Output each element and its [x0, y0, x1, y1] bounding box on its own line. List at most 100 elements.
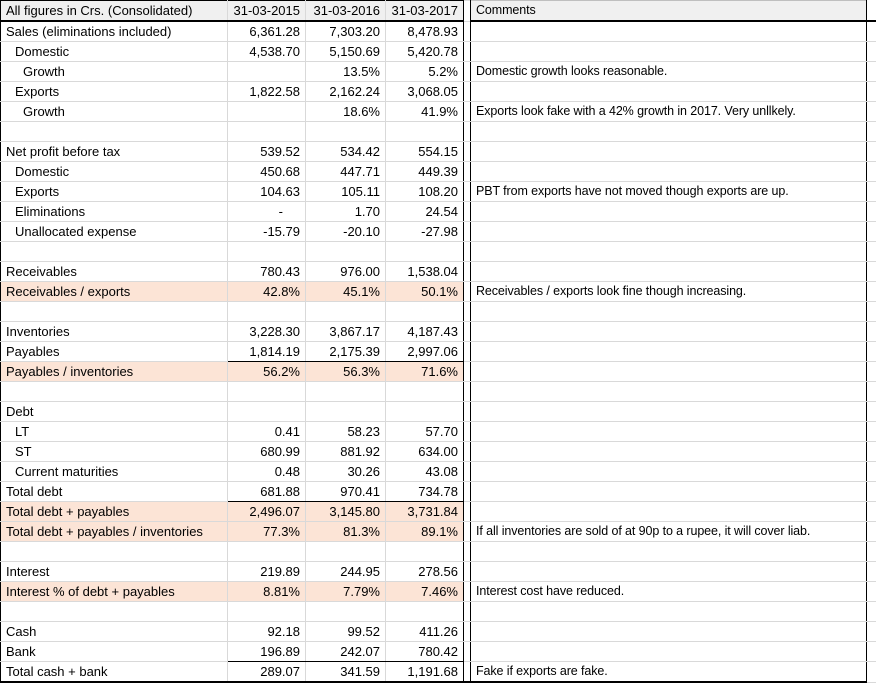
- value-2017-cell[interactable]: -27.98: [386, 222, 464, 242]
- value-2017-cell[interactable]: 780.42: [386, 642, 464, 662]
- row-label-cell[interactable]: Exports: [1, 182, 228, 202]
- row-label-cell[interactable]: Inventories: [1, 322, 228, 342]
- value-2015-cell[interactable]: 6,361.28: [228, 21, 306, 42]
- value-2016-cell[interactable]: 105.11: [306, 182, 386, 202]
- value-2017-cell[interactable]: 3,731.84: [386, 502, 464, 522]
- comment-cell[interactable]: [471, 42, 867, 62]
- comment-cell[interactable]: [471, 302, 867, 322]
- value-2015-cell[interactable]: 196.89: [228, 642, 306, 662]
- value-2015-cell[interactable]: 1,822.58: [228, 82, 306, 102]
- row-label-cell[interactable]: Unallocated expense: [1, 222, 228, 242]
- row-label-cell[interactable]: Total cash + bank: [1, 662, 228, 683]
- comment-cell[interactable]: [471, 482, 867, 502]
- value-2017-cell[interactable]: 71.6%: [386, 362, 464, 382]
- comment-cell[interactable]: [471, 402, 867, 422]
- value-2015-cell[interactable]: -: [228, 202, 306, 222]
- value-2015-cell[interactable]: 2,496.07: [228, 502, 306, 522]
- value-2016-cell[interactable]: 341.59: [306, 662, 386, 683]
- comment-cell[interactable]: Interest cost have reduced.: [471, 582, 867, 602]
- value-2016-cell[interactable]: 30.26: [306, 462, 386, 482]
- row-label-cell[interactable]: Interest % of debt + payables: [1, 582, 228, 602]
- value-2015-cell[interactable]: 0.48: [228, 462, 306, 482]
- row-label-cell[interactable]: Total debt: [1, 482, 228, 502]
- row-label-cell[interactable]: Debt: [1, 402, 228, 422]
- value-2016-cell[interactable]: 534.42: [306, 142, 386, 162]
- value-2016-cell[interactable]: 81.3%: [306, 522, 386, 542]
- value-2016-cell[interactable]: 242.07: [306, 642, 386, 662]
- row-label-cell[interactable]: Growth: [1, 102, 228, 122]
- comment-cell[interactable]: If all inventories are sold of at 90p to…: [471, 522, 867, 542]
- comment-cell[interactable]: Exports look fake with a 42% growth in 2…: [471, 102, 867, 122]
- value-2017-cell[interactable]: 5.2%: [386, 62, 464, 82]
- value-2016-cell[interactable]: [306, 602, 386, 622]
- comment-cell[interactable]: [471, 202, 867, 222]
- value-2016-cell[interactable]: 2,175.39: [306, 342, 386, 362]
- value-2015-cell[interactable]: 289.07: [228, 662, 306, 683]
- value-2017-cell[interactable]: 50.1%: [386, 282, 464, 302]
- row-label-cell[interactable]: Net profit before tax: [1, 142, 228, 162]
- comment-cell[interactable]: Domestic growth looks reasonable.: [471, 62, 867, 82]
- value-2016-cell[interactable]: 99.52: [306, 622, 386, 642]
- value-2017-cell[interactable]: 3,068.05: [386, 82, 464, 102]
- value-2017-cell[interactable]: 7.46%: [386, 582, 464, 602]
- value-2017-cell[interactable]: 43.08: [386, 462, 464, 482]
- value-2016-cell[interactable]: 18.6%: [306, 102, 386, 122]
- value-2015-cell[interactable]: [228, 242, 306, 262]
- comment-cell[interactable]: [471, 622, 867, 642]
- row-label-cell[interactable]: Cash: [1, 622, 228, 642]
- value-2017-cell[interactable]: 411.26: [386, 622, 464, 642]
- value-2015-cell[interactable]: 539.52: [228, 142, 306, 162]
- comment-cell[interactable]: [471, 342, 867, 362]
- comment-cell[interactable]: [471, 262, 867, 282]
- value-2015-cell[interactable]: [228, 302, 306, 322]
- value-2015-cell[interactable]: [228, 102, 306, 122]
- value-2015-cell[interactable]: 56.2%: [228, 362, 306, 382]
- comment-cell[interactable]: [471, 82, 867, 102]
- value-2017-cell[interactable]: 108.20: [386, 182, 464, 202]
- value-2017-cell[interactable]: 8,478.93: [386, 21, 464, 42]
- header-metric-column[interactable]: All figures in Crs. (Consolidated): [1, 1, 228, 22]
- value-2017-cell[interactable]: 5,420.78: [386, 42, 464, 62]
- row-label-cell[interactable]: Total debt + payables / inventories: [1, 522, 228, 542]
- comment-cell[interactable]: [471, 162, 867, 182]
- value-2016-cell[interactable]: -20.10: [306, 222, 386, 242]
- value-2017-cell[interactable]: [386, 542, 464, 562]
- comment-cell[interactable]: [471, 642, 867, 662]
- row-label-cell[interactable]: Eliminations: [1, 202, 228, 222]
- value-2015-cell[interactable]: [228, 602, 306, 622]
- row-label-cell[interactable]: Growth: [1, 62, 228, 82]
- value-2016-cell[interactable]: 970.41: [306, 482, 386, 502]
- value-2017-cell[interactable]: 449.39: [386, 162, 464, 182]
- comment-cell[interactable]: [471, 142, 867, 162]
- comment-cell[interactable]: [471, 222, 867, 242]
- value-2015-cell[interactable]: 8.81%: [228, 582, 306, 602]
- row-label-cell[interactable]: [1, 542, 228, 562]
- value-2016-cell[interactable]: 1.70: [306, 202, 386, 222]
- value-2017-cell[interactable]: [386, 382, 464, 402]
- value-2017-cell[interactable]: 89.1%: [386, 522, 464, 542]
- value-2016-cell[interactable]: 13.5%: [306, 62, 386, 82]
- value-2017-cell[interactable]: [386, 302, 464, 322]
- row-label-cell[interactable]: Receivables / exports: [1, 282, 228, 302]
- row-label-cell[interactable]: [1, 242, 228, 262]
- value-2017-cell[interactable]: 2,997.06: [386, 342, 464, 362]
- value-2017-cell[interactable]: 554.15: [386, 142, 464, 162]
- header-comments-column[interactable]: Comments: [471, 1, 867, 22]
- value-2015-cell[interactable]: 77.3%: [228, 522, 306, 542]
- value-2017-cell[interactable]: 1,538.04: [386, 262, 464, 282]
- value-2015-cell[interactable]: 104.63: [228, 182, 306, 202]
- header-date-2017[interactable]: 31-03-2017: [386, 1, 464, 22]
- value-2017-cell[interactable]: 1,191.68: [386, 662, 464, 683]
- value-2016-cell[interactable]: 3,145.80: [306, 502, 386, 522]
- value-2017-cell[interactable]: 734.78: [386, 482, 464, 502]
- comment-cell[interactable]: Fake if exports are fake.: [471, 662, 867, 683]
- value-2017-cell[interactable]: 41.9%: [386, 102, 464, 122]
- row-label-cell[interactable]: Payables: [1, 342, 228, 362]
- value-2016-cell[interactable]: 45.1%: [306, 282, 386, 302]
- row-label-cell[interactable]: Receivables: [1, 262, 228, 282]
- value-2015-cell[interactable]: [228, 402, 306, 422]
- row-label-cell[interactable]: Sales (eliminations included): [1, 21, 228, 42]
- row-label-cell[interactable]: Interest: [1, 562, 228, 582]
- row-label-cell[interactable]: Total debt + payables: [1, 502, 228, 522]
- row-label-cell[interactable]: Domestic: [1, 42, 228, 62]
